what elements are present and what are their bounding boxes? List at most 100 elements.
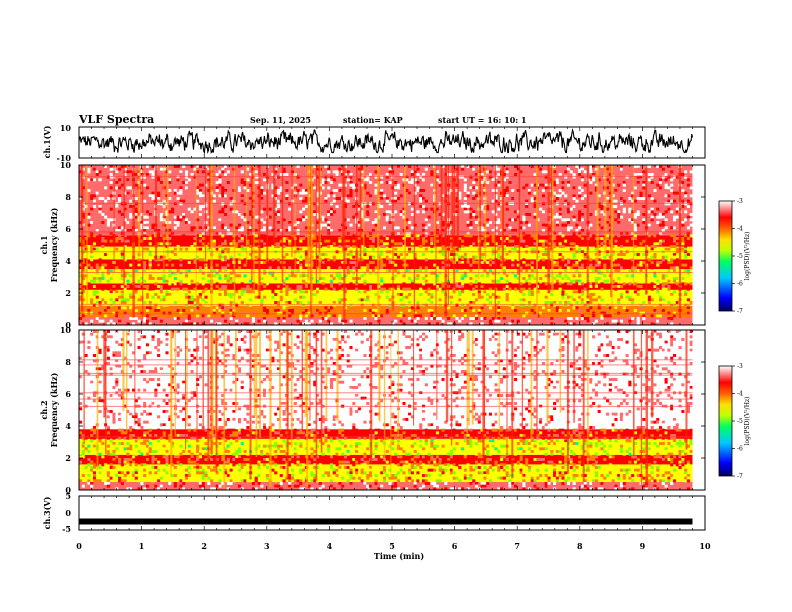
spectral-cell [497, 309, 501, 312]
spectral-cell [636, 175, 640, 179]
spectral-cell [385, 306, 389, 310]
spectral-cell [385, 210, 389, 214]
spectral-cell [516, 311, 520, 315]
spectral-cell [318, 311, 322, 315]
spectral-cell [196, 298, 200, 302]
spectral-cell [488, 170, 493, 174]
spectral-cell [313, 237, 317, 240]
spectral-cell [461, 287, 465, 291]
spectral-cell [299, 295, 303, 299]
spectral-cell [182, 165, 186, 168]
spectral-cell [670, 199, 674, 203]
spectral-cell [92, 277, 97, 280]
spectral-cell [109, 269, 113, 272]
spectral-cell [664, 210, 668, 214]
spectral-cell [421, 314, 426, 318]
spectral-cell [438, 298, 442, 302]
spectral-cell [505, 197, 509, 200]
spectral-cell [555, 274, 559, 278]
spectral-cell [148, 301, 152, 304]
spectral-cell [196, 247, 200, 251]
spectral-cell [561, 229, 565, 232]
spectral-cell [656, 165, 660, 168]
spectral-cell [226, 314, 230, 318]
spectral-cell [681, 189, 685, 192]
spectral-cell [357, 293, 361, 296]
spectral-cell [424, 226, 428, 230]
spectral-cell [508, 167, 512, 171]
spectral-cell [653, 175, 657, 179]
spectral-cell [109, 237, 113, 240]
spectral-cell [79, 197, 83, 200]
spectral-cell [650, 274, 654, 278]
spectral-cell [396, 287, 400, 291]
spectral-cell [118, 317, 122, 320]
spectral-cell [335, 194, 339, 198]
spectral-cell [606, 314, 610, 318]
spectral-cell [360, 167, 364, 171]
spectral-cell [497, 183, 501, 187]
spectral-cell [606, 237, 610, 240]
spectral-cell [555, 322, 559, 326]
spectral-cell [95, 191, 99, 195]
spectral-cell [494, 165, 498, 168]
spectral-cell [561, 263, 565, 267]
spectral-cell [171, 261, 175, 264]
spectral-cell [541, 245, 545, 248]
spectral-cell [352, 266, 356, 270]
spectral-cell [282, 311, 286, 315]
spectral-cell [463, 178, 467, 182]
spectral-cell [254, 234, 258, 238]
spectral-cell [631, 266, 635, 270]
spectral-cell [455, 303, 459, 307]
spectral-cell [430, 237, 434, 240]
spectral-cell [631, 223, 635, 227]
spectral-cell [394, 314, 398, 318]
spectral-cell [352, 277, 356, 280]
spectral-cell [645, 311, 649, 315]
spectral-cell [151, 234, 155, 238]
spectral-cell [346, 269, 350, 272]
spectral-cell [332, 258, 336, 262]
spectral-cell [140, 221, 144, 224]
spectral-cell [215, 263, 219, 267]
spectral-cell [402, 274, 406, 278]
spectral-cell [173, 215, 177, 219]
spectral-cell [109, 319, 113, 323]
spectral-cell [541, 282, 545, 286]
spectral-cell [137, 285, 141, 288]
spectral-cell [357, 223, 361, 227]
spectral-cell [578, 186, 582, 190]
spectral-cell [157, 295, 161, 299]
spectral-cell [597, 317, 601, 320]
spectral-cell [488, 253, 493, 256]
spectral-cell [438, 306, 442, 310]
spectral-cell [79, 301, 83, 304]
spectral-cell [466, 221, 470, 224]
spectral-cell [583, 253, 587, 256]
spectral-cell [670, 258, 674, 262]
spectral-cell [79, 263, 83, 267]
spectral-cell [151, 205, 155, 208]
spectral-cell [469, 175, 473, 179]
spectral-cell [461, 167, 465, 171]
spectral-cell [196, 167, 200, 171]
spectral-cell [349, 282, 353, 286]
spectral-cell [555, 194, 559, 198]
spectral-cell [394, 189, 398, 192]
spectral-cell [399, 242, 403, 246]
spectral-cell [279, 314, 283, 318]
spectral-cell [508, 274, 512, 278]
spectral-cell [204, 303, 208, 307]
spectral-cell [458, 314, 462, 318]
spectral-cell [600, 210, 604, 214]
spectral-cell [405, 311, 409, 315]
spectral-cell [550, 303, 554, 307]
spectral-cell [396, 242, 400, 246]
spectral-cell [293, 274, 297, 278]
spectral-cell [215, 285, 219, 288]
spectral-cell [302, 279, 306, 283]
spectral-cell [363, 271, 367, 275]
spectral-cell [90, 221, 94, 224]
spectral-cell [500, 277, 504, 280]
